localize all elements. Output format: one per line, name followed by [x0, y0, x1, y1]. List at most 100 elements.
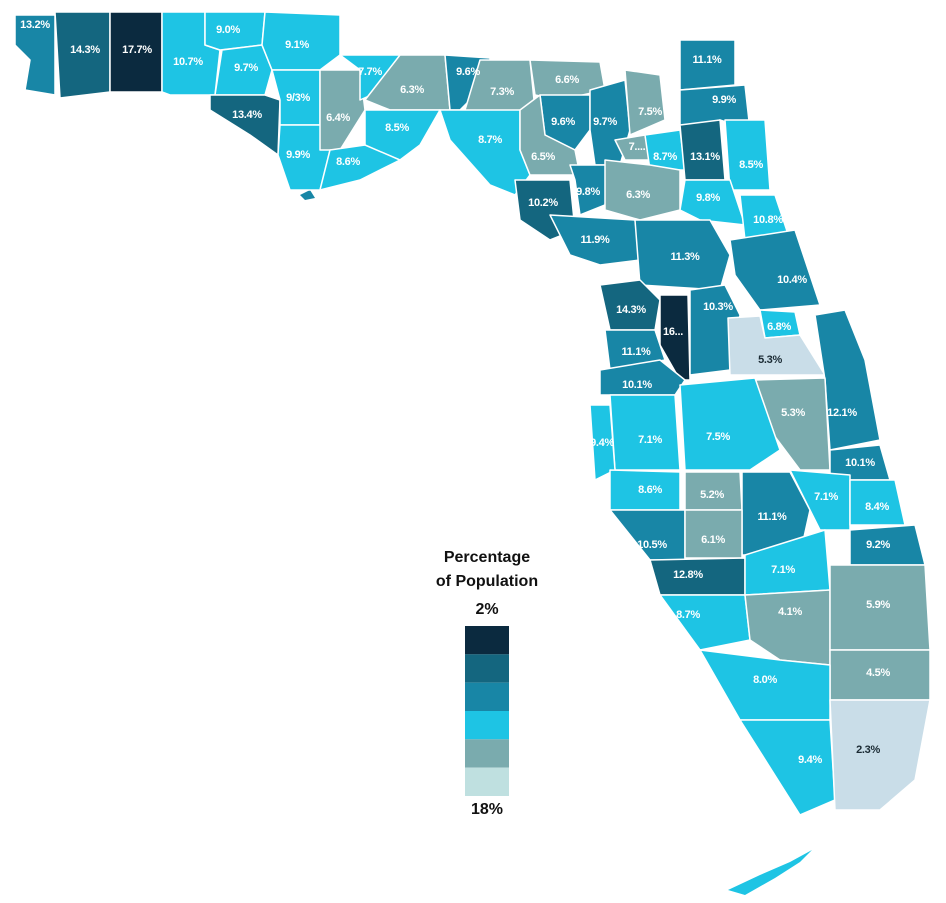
keys	[728, 850, 812, 895]
county	[624, 69, 666, 136]
county-label: 8.0%	[753, 674, 777, 686]
county-label: 9.1%	[285, 39, 309, 51]
county-label: 12.8%	[673, 569, 703, 581]
county-label: 5.3%	[781, 407, 805, 419]
county-label: 6.3%	[400, 84, 424, 96]
county-label: 5.9%	[866, 599, 890, 611]
county	[549, 214, 641, 266]
county	[744, 589, 831, 666]
legend-swatch	[465, 739, 509, 768]
county-label: 8.5%	[385, 122, 409, 134]
county-label: 8.7%	[478, 134, 502, 146]
county-label: 10.1%	[622, 379, 652, 391]
county	[727, 315, 826, 376]
legend-swatch	[465, 682, 509, 711]
county-label: 7.1%	[771, 564, 795, 576]
county-label: 4.1%	[778, 606, 802, 618]
county-label: 8.7%	[653, 151, 677, 163]
county-label: 5.2%	[700, 489, 724, 501]
county-label: 6.4%	[326, 112, 350, 124]
county-label: 9.2%	[866, 539, 890, 551]
county	[214, 44, 273, 96]
county	[569, 164, 611, 216]
county-label: 12.1%	[827, 407, 857, 419]
county	[604, 329, 666, 371]
county-label: 7.3%	[490, 86, 514, 98]
county-label: 7....	[629, 141, 646, 153]
county-label: 6.8%	[767, 321, 791, 333]
county-label: 7.5%	[638, 106, 662, 118]
county-label: 8.6%	[638, 484, 662, 496]
county	[679, 179, 746, 226]
county-label: 11.1%	[692, 54, 722, 66]
county	[659, 594, 751, 651]
county-label: 11.3%	[670, 251, 700, 263]
county	[364, 109, 441, 161]
county-label: 6.1%	[701, 534, 725, 546]
county	[829, 699, 931, 811]
legend-top-label: 2%	[475, 601, 498, 618]
county-label: 9.7%	[593, 116, 617, 128]
county	[609, 394, 681, 471]
county-label: 5.3%	[758, 354, 782, 366]
county	[609, 509, 686, 561]
county-label: 7.7%	[358, 66, 382, 78]
county-label: 6.3%	[626, 189, 650, 201]
county-label: 9.6%	[456, 66, 480, 78]
county-label: 9/3%	[286, 92, 310, 104]
county-label: 16...	[663, 326, 683, 338]
county	[319, 69, 366, 151]
county-label: 10.8%	[753, 214, 783, 226]
county-label: 11.1%	[621, 346, 651, 358]
county	[849, 479, 906, 526]
county-label: 8.4%	[865, 501, 889, 513]
county	[679, 39, 736, 91]
county	[739, 719, 836, 816]
county-label: 9.8%	[696, 192, 720, 204]
county-label: 13.2%	[20, 19, 50, 31]
legend-swatch	[465, 626, 509, 655]
legend-swatch	[465, 767, 509, 796]
county-label: 8.7%	[676, 609, 700, 621]
county-label: 14.3%	[616, 304, 646, 316]
county	[724, 119, 771, 191]
county-label: 8.5%	[739, 159, 763, 171]
county-label: 11.9%	[580, 234, 610, 246]
county-labels: 13.2% 14.3% 17.7% 10.7% 9.0% 9.7% 9.1% 13.4% 9/3…	[20, 19, 891, 766]
county-label: 7.1%	[814, 491, 838, 503]
legend: Percentage of Population 2% 18%	[436, 549, 538, 818]
county-label: 10.3%	[703, 301, 733, 313]
county-label: 10.7%	[173, 56, 203, 68]
county	[519, 94, 581, 176]
counties	[14, 11, 931, 816]
county-label: 9.9%	[286, 149, 310, 161]
county-label: 9.9%	[712, 94, 736, 106]
county-label: 17.7%	[122, 44, 152, 56]
county	[209, 94, 281, 156]
county-label: 9.7%	[234, 62, 258, 74]
county-label: 9.0%	[216, 24, 240, 36]
county-label: 6.6%	[555, 74, 579, 86]
legend-title: Percentage	[444, 549, 530, 566]
county-label: 10.2%	[528, 197, 558, 209]
county-label: 4.5%	[866, 667, 890, 679]
county-label: 9.8%	[576, 186, 600, 198]
island	[300, 190, 315, 200]
county-label: 10.4%	[777, 274, 807, 286]
county-label: 9.6%	[551, 116, 575, 128]
county-label: 9.4%	[798, 754, 822, 766]
county-label: 7.5%	[706, 431, 730, 443]
county-label: 7.1%	[638, 434, 662, 446]
county-label: 2.3%	[856, 744, 880, 756]
legend-title: of Population	[436, 573, 538, 590]
county-label: 11.1%	[757, 511, 787, 523]
legend-swatch	[465, 711, 509, 740]
county-label: 13.1%	[690, 151, 720, 163]
county-label: 10.5%	[637, 539, 667, 551]
county-label: 9.4%	[590, 437, 614, 449]
county	[679, 377, 781, 471]
county-label: 13.4%	[232, 109, 262, 121]
county	[699, 649, 831, 721]
